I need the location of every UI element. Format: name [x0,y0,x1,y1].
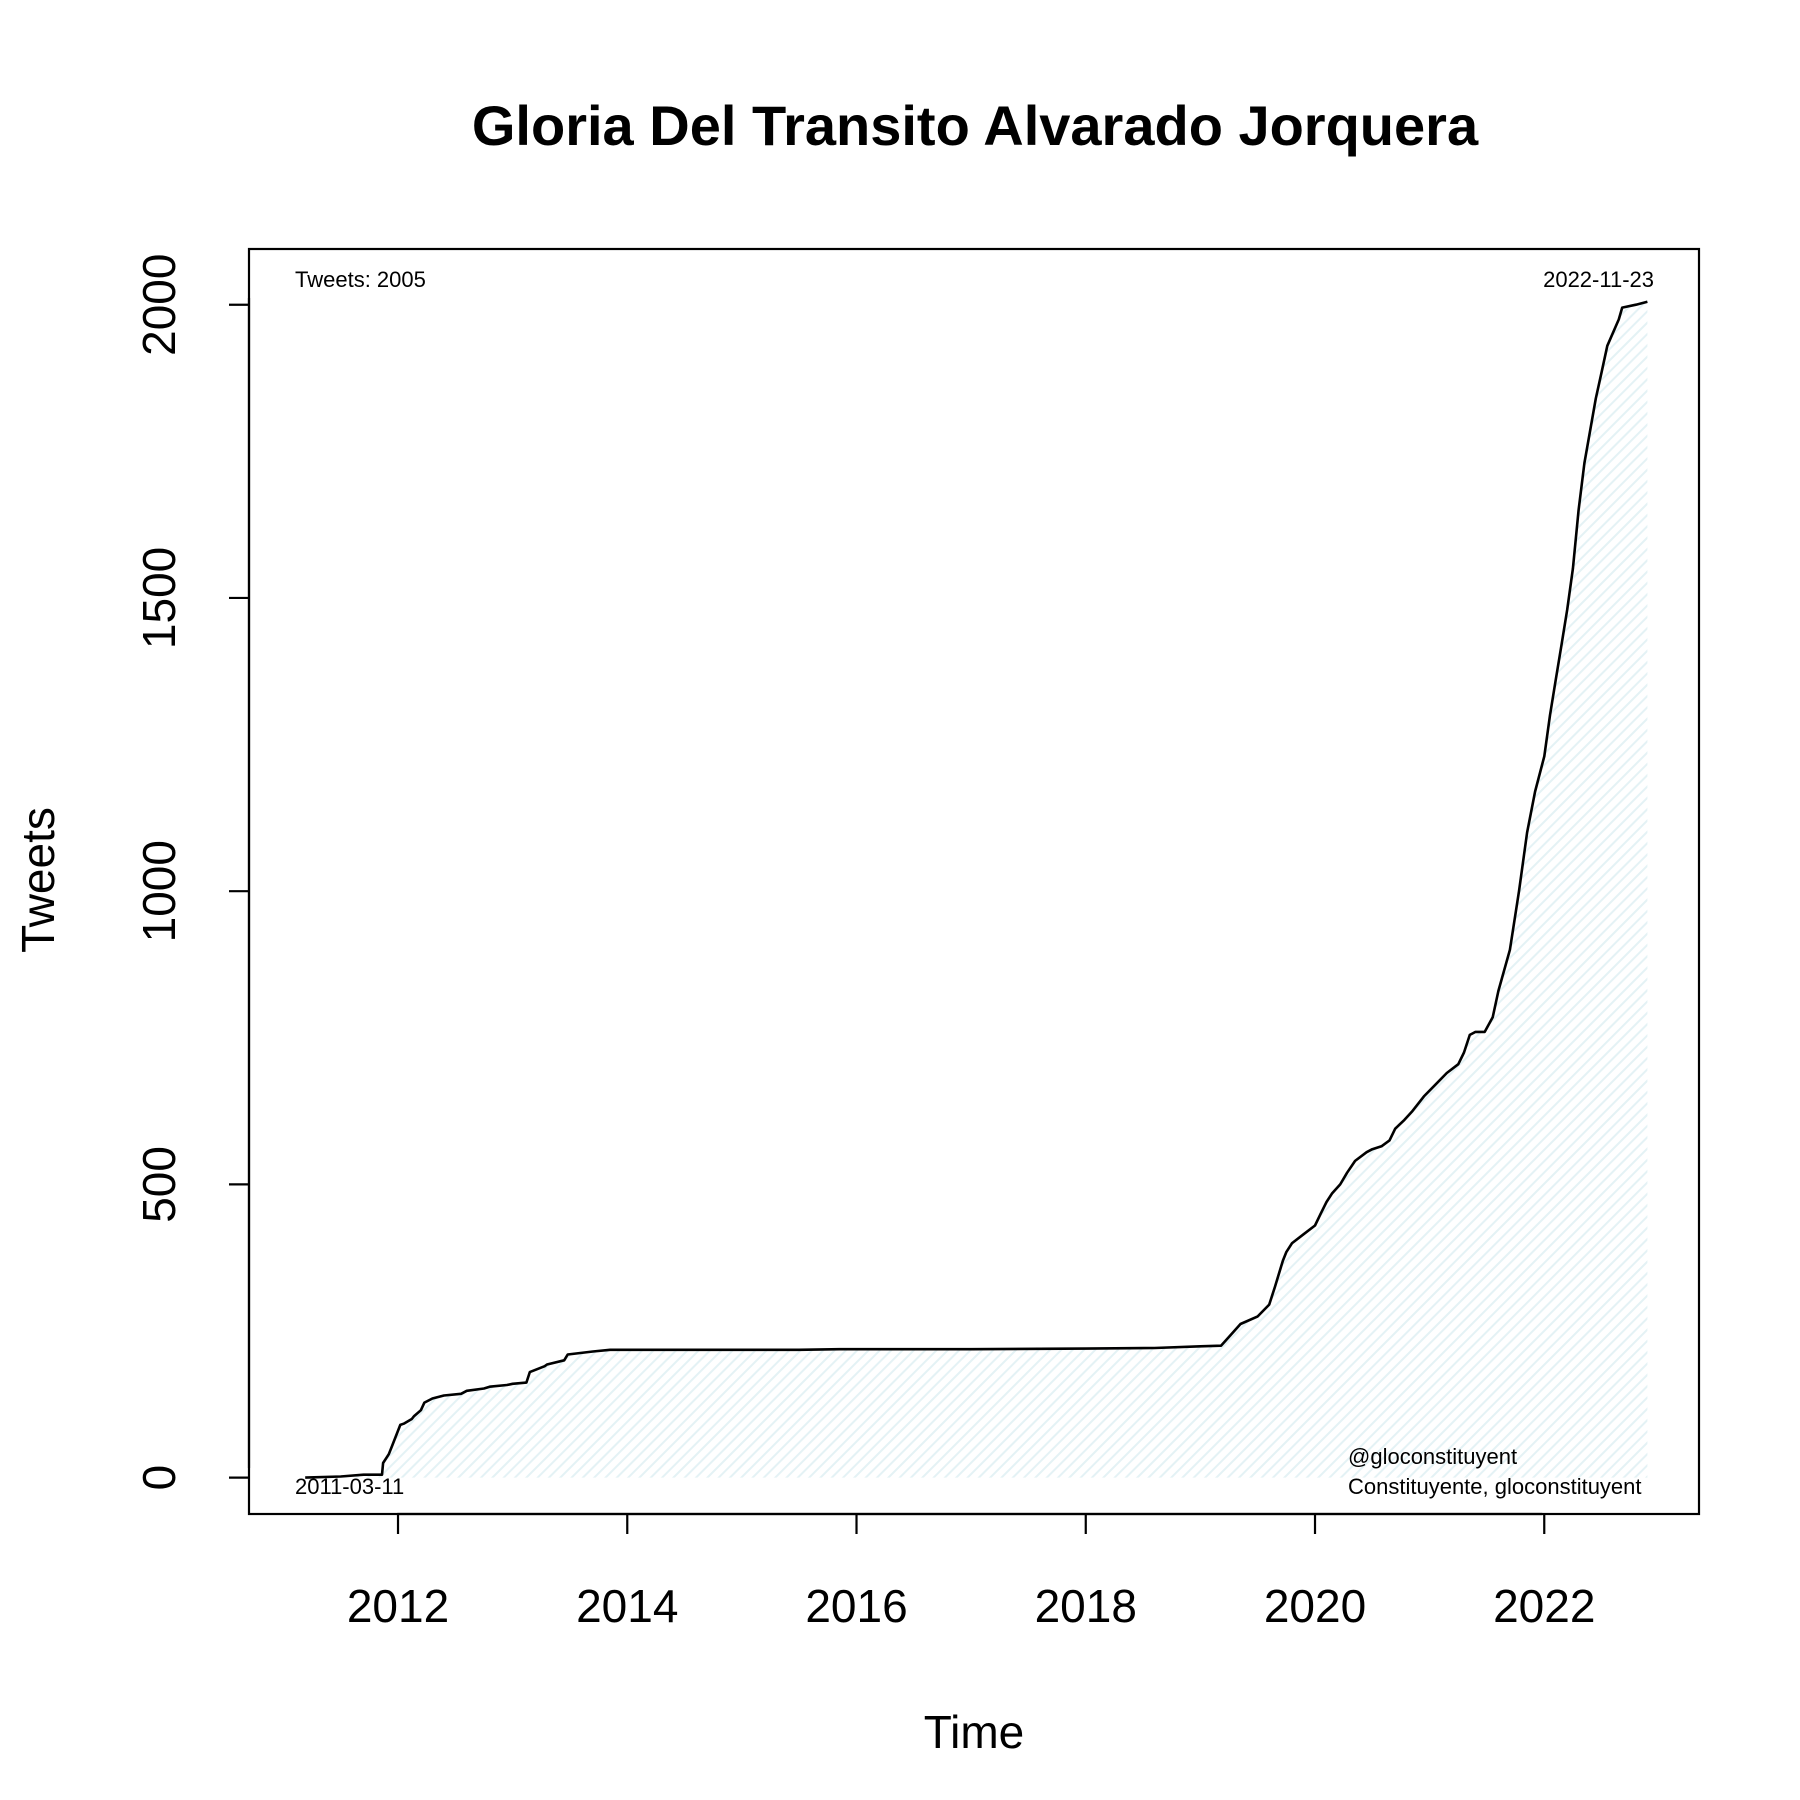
end-date-annotation: 2022-11-23 [1543,267,1654,292]
total-tweets-annotation: Tweets: 2005 [295,267,426,292]
x-tick-label: 2014 [576,1580,678,1632]
y-tick-label: 500 [133,1146,185,1223]
plot-area [247,247,1701,1516]
chart-title: Gloria Del Transito Alvarado Jorquera [472,94,1479,157]
x-tick-label: 2016 [805,1580,907,1632]
handle-annotation: @gloconstituyent [1348,1444,1517,1469]
y-tick-label: 0 [133,1465,185,1491]
x-tick-label: 2022 [1493,1580,1595,1632]
x-axis-label: Time [924,1706,1025,1758]
y-axis: 0 500 1000 1500 2000 [133,254,251,1491]
y-tick-label: 1500 [133,547,185,649]
x-tick-label: 2018 [1035,1580,1137,1632]
x-tick-label: 2020 [1264,1580,1366,1632]
x-axis: 2012 2014 2016 2018 2020 2022 [347,1512,1595,1632]
names-annotation: Constituyente, gloconstituyent [1348,1474,1642,1499]
y-tick-label: 2000 [133,254,185,356]
cumulative-area-fill [305,301,1648,1478]
y-tick-label: 1000 [133,840,185,942]
x-tick-label: 2012 [347,1580,449,1632]
start-date-annotation: 2011-03-11 [295,1474,404,1499]
cumulative-tweets-line [305,300,1648,1479]
y-axis-label: Tweets [12,807,64,953]
